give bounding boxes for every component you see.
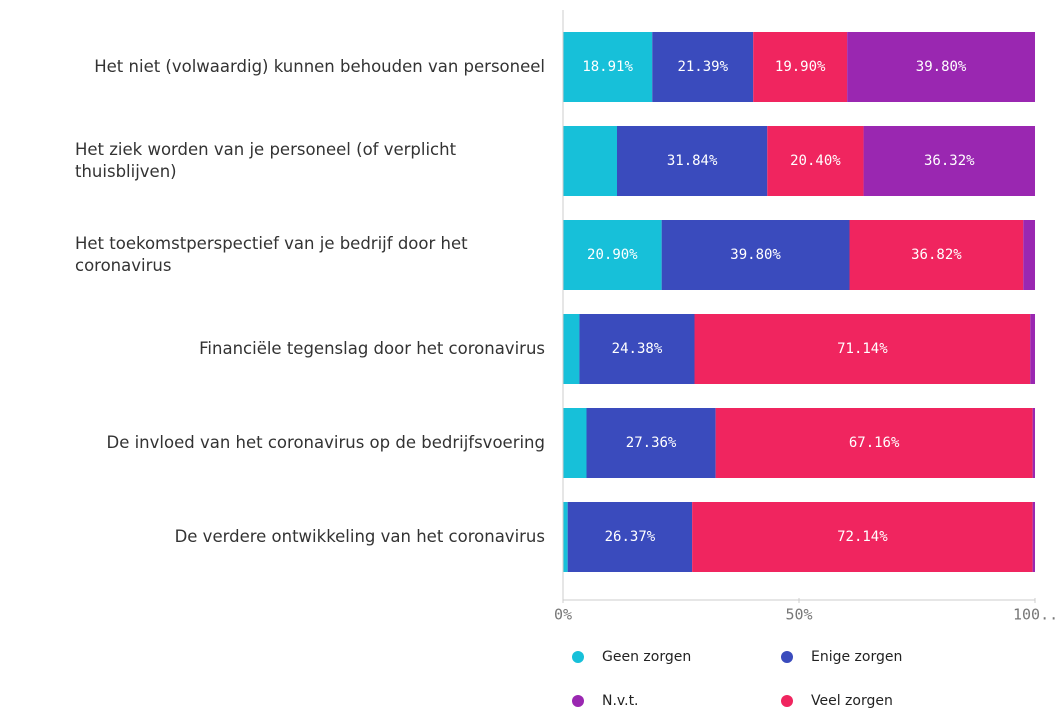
- category-label: Financiële tegenslag door het coronaviru…: [5, 338, 545, 360]
- category-label: Het niet (volwaardig) kunnen behouden va…: [5, 56, 545, 78]
- bar-segment: [563, 32, 653, 102]
- value-label: 36.82%: [911, 247, 962, 263]
- x-tick-label: 100..: [1013, 606, 1058, 624]
- value-label: 21.39%: [677, 59, 728, 75]
- bar-segment: [567, 502, 693, 572]
- x-tick-label: 0%: [554, 606, 572, 624]
- value-label: 31.84%: [667, 153, 718, 169]
- legend-label: Veel zorgen: [811, 693, 893, 709]
- value-label: 26.37%: [605, 529, 656, 545]
- category-text: Het ziek worden van je personeel (of ver…: [75, 140, 457, 181]
- value-label: 36.32%: [924, 153, 975, 169]
- category-text: De invloed van het coronavirus op de bed…: [106, 433, 546, 452]
- category-text: Het niet (volwaardig) kunnen behouden va…: [94, 57, 545, 76]
- value-label: 39.80%: [916, 59, 967, 75]
- bar-segment: [661, 220, 850, 290]
- category-label: De invloed van het coronavirus op de bed…: [5, 432, 546, 454]
- bar-segment: [753, 32, 848, 102]
- legend-label: N.v.t.: [602, 693, 639, 709]
- value-label: 67.16%: [849, 435, 900, 451]
- bar-segment: [715, 408, 1033, 478]
- bar-segment: [767, 126, 864, 196]
- category-text: Financiële tegenslag door het coronaviru…: [199, 339, 545, 358]
- legend-swatch: [572, 651, 584, 663]
- category-label: De verdere ontwikkeling van het coronavi…: [5, 526, 545, 548]
- category-text: Het toekomstperspectief van je bedrijf d…: [75, 234, 468, 275]
- bar-segment: [1032, 408, 1035, 478]
- value-label: 39.80%: [730, 247, 781, 263]
- bar-segment: [579, 314, 695, 384]
- bar-segment: [563, 126, 617, 196]
- legend-swatch: [781, 651, 793, 663]
- legend-label: Geen zorgen: [602, 649, 691, 665]
- bar-segment: [692, 502, 1033, 572]
- value-label: 20.90%: [587, 247, 638, 263]
- bar-segment: [1030, 314, 1035, 384]
- value-label: 18.91%: [582, 59, 633, 75]
- bar-segment: [1032, 502, 1035, 572]
- bar-segment: [586, 408, 716, 478]
- value-label: 19.90%: [775, 59, 826, 75]
- bar-segment: [849, 220, 1024, 290]
- value-label: 20.40%: [790, 153, 841, 169]
- x-tick-label: 50%: [785, 606, 812, 624]
- value-label: 24.38%: [612, 341, 663, 357]
- bar-segment: [616, 126, 768, 196]
- category-text: De verdere ontwikkeling van het coronavi…: [174, 527, 545, 546]
- value-label: 72.14%: [837, 529, 888, 545]
- bar-segment: [1023, 220, 1035, 290]
- bar-segment: [847, 32, 1035, 102]
- category-label: Het toekomstperspectief van je bedrijf d…: [5, 233, 545, 277]
- value-label: 27.36%: [626, 435, 677, 451]
- bar-segment: [563, 408, 587, 478]
- legend-swatch: [781, 695, 793, 707]
- bar-segment: [563, 502, 568, 572]
- legend-swatch: [572, 695, 584, 707]
- legend-label: Enige zorgen: [811, 649, 902, 665]
- bar-segment: [563, 314, 580, 384]
- bar-segment: [694, 314, 1031, 384]
- bar-segment: [652, 32, 754, 102]
- bar-segment: [863, 126, 1035, 196]
- value-label: 71.14%: [837, 341, 888, 357]
- category-label: Het ziek worden van je personeel (of ver…: [5, 139, 545, 183]
- bar-segment: [563, 220, 662, 290]
